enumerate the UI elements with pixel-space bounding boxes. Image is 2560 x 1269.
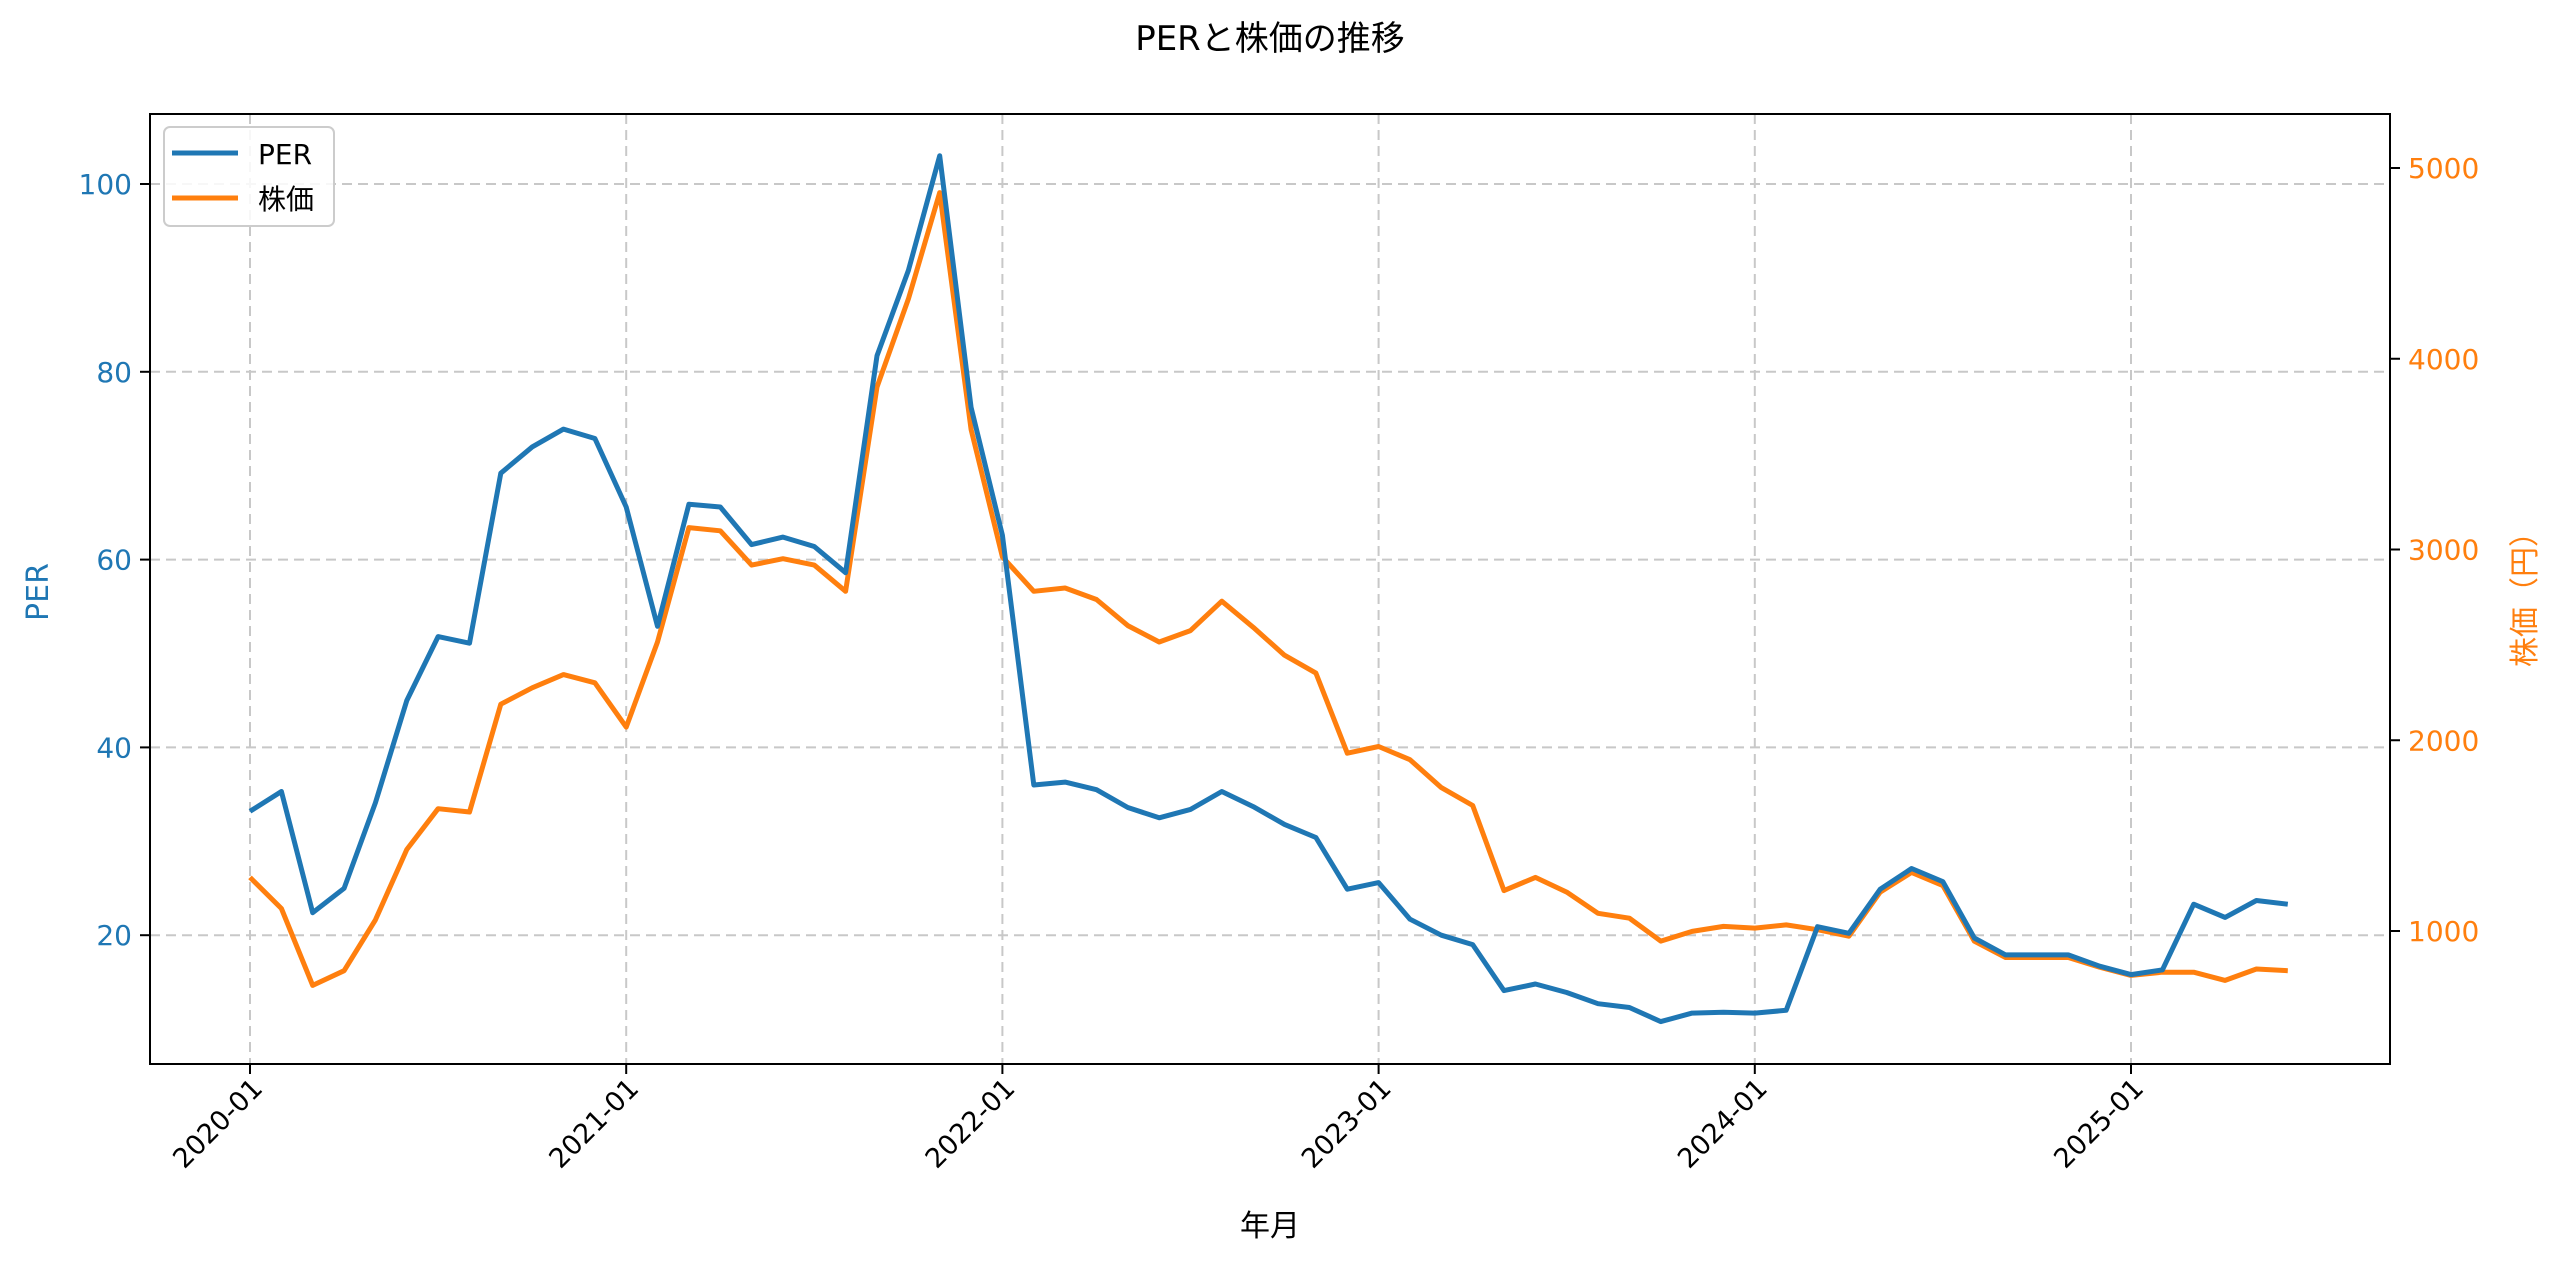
legend-label-per: PER (258, 138, 312, 171)
right-axis-ticks: 1000 2000 3000 4000 5000 (2390, 152, 2479, 948)
left-tick-label: 40 (96, 731, 132, 764)
per-line (248, 153, 2289, 1025)
chart-title: PERと株価の推移 (1135, 19, 1405, 59)
x-axis-label: 年月 (1240, 1209, 1300, 1244)
right-tick-label: 2000 (2408, 724, 2479, 757)
legend: PER 株価 (163, 126, 335, 227)
left-axis-label: PER (21, 563, 56, 621)
right-tick-label: 3000 (2408, 534, 2479, 567)
plot-frame (149, 113, 2391, 1065)
left-tick-label: 20 (96, 919, 132, 952)
legend-label-price: 株価 (258, 183, 314, 216)
left-tick-label: 100 (79, 168, 132, 201)
grid-lines (150, 114, 2390, 1064)
plot-series (248, 153, 2289, 1025)
left-tick-label: 80 (96, 356, 132, 389)
right-tick-label: 4000 (2408, 343, 2479, 376)
right-tick-label: 1000 (2408, 915, 2479, 948)
right-axis-label: 株価（円） (2508, 517, 2543, 667)
right-tick-label: 5000 (2408, 152, 2479, 185)
left-tick-label: 60 (96, 544, 132, 577)
left-axis-ticks: 20 40 60 80 100 (79, 168, 150, 952)
